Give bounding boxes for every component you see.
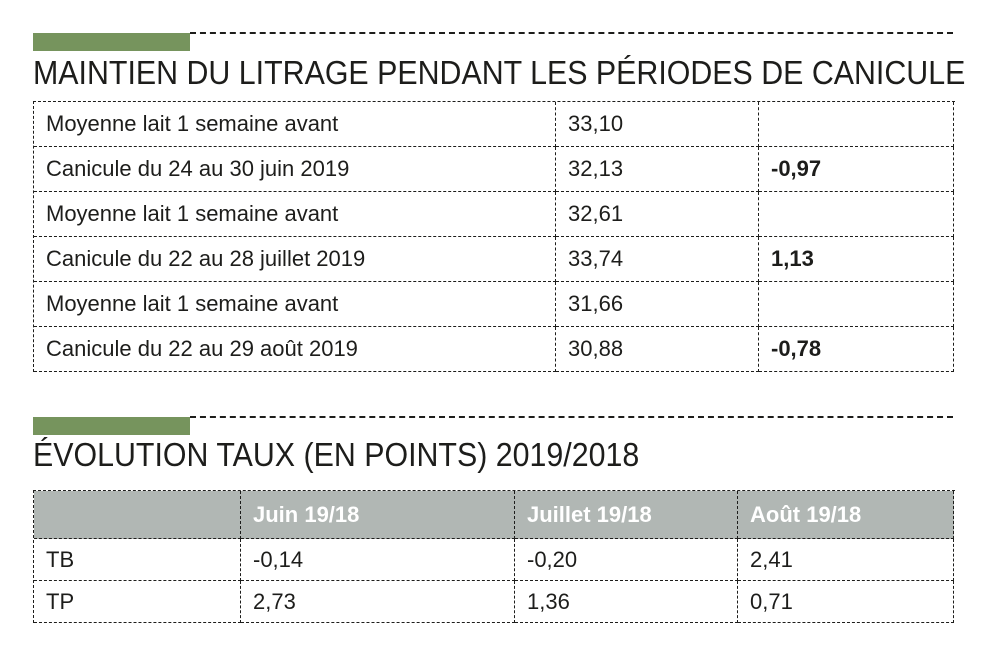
table-row-value: 33,10 [556,102,759,147]
table-row-delta: -0,78 [759,327,954,372]
green-accent-bar [33,417,190,435]
section1-title: MAINTIEN DU LITRAGE PENDANT LES PÉRIODES… [33,54,966,91]
row-tp-juillet: 1,36 [515,581,738,623]
row-tb-aout: 2,41 [738,539,954,581]
green-accent-bar [33,33,190,51]
row-tb-juin: -0,14 [241,539,515,581]
table-row-label: Moyenne lait 1 semaine avant [34,282,556,327]
table-row-label: Moyenne lait 1 semaine avant [34,102,556,147]
header-cell-empty [34,491,241,539]
table-row-delta: -0,97 [759,147,954,192]
row-tp-juin: 2,73 [241,581,515,623]
row-tb-juillet: -0,20 [515,539,738,581]
header-cell-juillet: Juillet 19/18 [515,491,738,539]
table-row-value: 33,74 [556,237,759,282]
row-label-tb: TB [34,539,241,581]
table-row-delta [759,282,954,327]
table-row-value: 32,61 [556,192,759,237]
table-row-value: 32,13 [556,147,759,192]
table-row-delta [759,102,954,147]
row-tp-aout: 0,71 [738,581,954,623]
dashed-rule [190,416,953,418]
table-row-delta: 1,13 [759,237,954,282]
table-row-label: Canicule du 22 au 29 août 2019 [34,327,556,372]
dashed-rule [190,32,953,34]
table-row-label: Canicule du 22 au 28 juillet 2019 [34,237,556,282]
row-label-tp: TP [34,581,241,623]
table-row-label: Canicule du 24 au 30 juin 2019 [34,147,556,192]
taux-table: Juin 19/18 Juillet 19/18 Août 19/18 TB -… [33,490,955,623]
table-row-label: Moyenne lait 1 semaine avant [34,192,556,237]
table-row-delta [759,192,954,237]
header-cell-juin: Juin 19/18 [241,491,515,539]
table-row-value: 31,66 [556,282,759,327]
section2-title: ÉVOLUTION TAUX (EN POINTS) 2019/2018 [33,436,640,473]
litrage-table: Moyenne lait 1 semaine avant 33,10 Canic… [33,101,955,372]
header-cell-aout: Août 19/18 [738,491,954,539]
table-row-value: 30,88 [556,327,759,372]
